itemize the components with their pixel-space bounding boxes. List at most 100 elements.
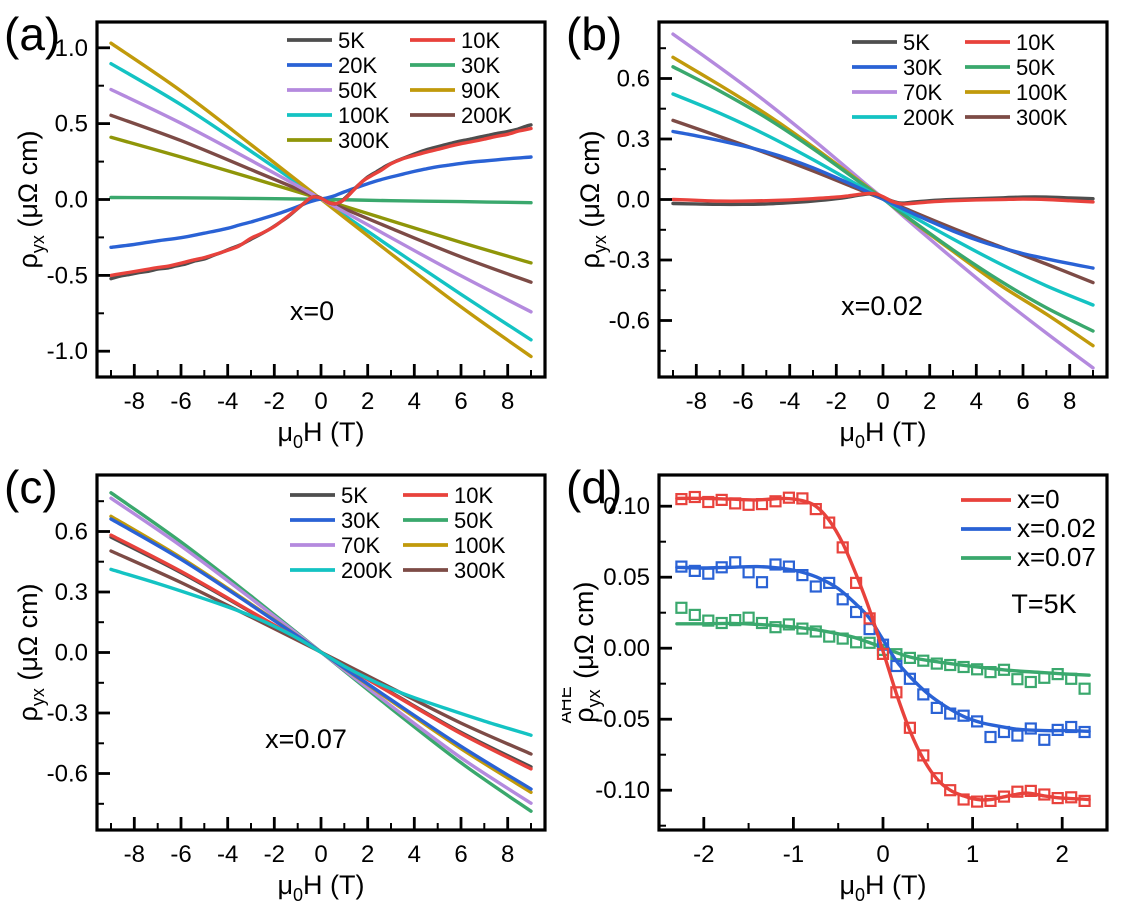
- legend-label: x=0: [1017, 484, 1060, 514]
- annotation-c: x=0.07: [265, 724, 347, 754]
- legend-label: 100K: [338, 103, 390, 128]
- panel-letter-c: (c): [4, 461, 58, 513]
- y-tick-label: -0.05: [595, 706, 650, 733]
- legend-label: 30K: [461, 53, 500, 78]
- legend-label: 200K: [903, 105, 955, 130]
- y-axis-label: ρyx (μΩ cm): [13, 583, 48, 721]
- x-tick-label: 4: [408, 841, 421, 868]
- plot-area: [675, 490, 1091, 808]
- legend-label: 50K: [1016, 55, 1055, 80]
- panel-c: -8 -6 -4 -2 0 2 4 6 8 -0.6 -0.3 0.0 0.3 0.6 μ0H (T) ρyx…: [0, 453, 561, 906]
- x-tick-label: -6: [732, 388, 753, 415]
- x-axis-label: μ0H (T): [277, 870, 364, 905]
- x-tick-label: 8: [1063, 388, 1076, 415]
- x-tick-label: 6: [454, 841, 467, 868]
- y-tick-label: -0.6: [47, 761, 88, 788]
- x-tick-label: -2: [264, 841, 285, 868]
- annotation-b: x=0.02: [841, 291, 923, 321]
- x-tick-label: -2: [826, 388, 847, 415]
- ticks: [659, 504, 1064, 830]
- x-tick-label: -4: [779, 388, 800, 415]
- y-tick-label: 0.10: [603, 493, 650, 520]
- y-tick-label: -0.3: [47, 700, 88, 727]
- x-tick-label: -8: [124, 388, 145, 415]
- y-tick-label: 0.6: [55, 519, 88, 546]
- x-tick-label: 4: [408, 388, 421, 415]
- legend: x=0x=0.02x=0.07: [961, 484, 1096, 572]
- ticks: [659, 47, 1094, 377]
- legend-label: 50K: [338, 78, 377, 103]
- y-axis-label: ρyxAHE (μΩ cm): [562, 582, 604, 724]
- y-axis-label: ρyx (μΩ cm): [13, 130, 48, 268]
- legend-label: 70K: [903, 80, 942, 105]
- series-line-10k: [671, 191, 1095, 206]
- legend-label: 20K: [338, 53, 377, 78]
- y-tick-label: 0.00: [603, 635, 650, 662]
- x-tick-label: 6: [1016, 388, 1029, 415]
- annotation-d: T=5K: [1011, 589, 1076, 619]
- y-tick-label: -1.0: [47, 338, 88, 365]
- x-axis-label: μ0H (T): [277, 417, 364, 452]
- x-tick-label: 8: [501, 841, 514, 868]
- series-line-200k: [109, 567, 533, 737]
- legend-label: 70K: [341, 533, 380, 558]
- legend-label: x=0.07: [1017, 542, 1096, 572]
- x-tick-label: -1: [783, 841, 804, 868]
- legend-label: 5K: [338, 28, 365, 53]
- legend-label: 10K: [454, 483, 493, 508]
- plot-area: [109, 491, 533, 813]
- legend: 5K 10K 20K 30K 50K 90K 100K 200K 300K: [287, 28, 513, 153]
- y-tick-label: 0.5: [55, 111, 88, 138]
- ticks: [97, 46, 532, 377]
- panel-letter-d: (d): [566, 461, 622, 513]
- x-axis-label: μ0H (T): [839, 870, 926, 905]
- annotation-a: x=0: [290, 296, 334, 326]
- y-tick-label: 0.3: [55, 579, 88, 606]
- legend-label: 300K: [1016, 105, 1068, 130]
- x-tick-label: 0: [876, 841, 889, 868]
- legend-label: 10K: [1016, 30, 1055, 55]
- x-tick-label: -8: [686, 388, 707, 415]
- plot-area: [671, 32, 1095, 370]
- y-tick-label: 0.0: [617, 187, 650, 214]
- legend-label: 5K: [341, 483, 368, 508]
- panel-b: -8 -6 -4 -2 0 2 4 6 8 -0.6 -0.3 0.0 0.3 0.6 μ0H (T) ρyx…: [562, 0, 1123, 453]
- y-tick-label: 0.0: [55, 640, 88, 667]
- y-tick-label: 0.6: [617, 66, 650, 93]
- x-tick-label: 0: [314, 841, 327, 868]
- x-tick-label: -6: [170, 841, 191, 868]
- x-tick-label: 2: [361, 388, 374, 415]
- series-line-x-0.02-fit: [675, 564, 1091, 733]
- chart-a: -8 -6 -4 -2 0 2 4 6 8 -1.0 -0.5 0.0 0.5 1.0 μ0H (T) ρyx…: [4, 8, 547, 452]
- series-line-30k: [671, 129, 1095, 270]
- x-tick-label: 2: [361, 841, 374, 868]
- legend-label: 200K: [461, 103, 513, 128]
- y-tick-label: 0.05: [603, 564, 650, 591]
- ticks: [97, 500, 532, 830]
- legend: 5K 10K 30K 50K 70K 100K 200K 300K: [290, 483, 506, 583]
- x-axis-label: μ0H (T): [839, 417, 926, 452]
- x-tick-label: 4: [970, 388, 983, 415]
- legend-label: 100K: [1016, 80, 1068, 105]
- x-tick-label: -4: [217, 841, 238, 868]
- chart-d: -2 -1 0 1 2 -0.10 -0.05 0.00 0.05 0.10 μ0H (T) ρyxA…: [562, 461, 1109, 905]
- x-tick-label: -2: [693, 841, 714, 868]
- panel-d: -2 -1 0 1 2 -0.10 -0.05 0.00 0.05 0.10 μ0H (T) ρyxA…: [562, 453, 1123, 906]
- legend-label: 300K: [338, 128, 390, 153]
- chart-b: -8 -6 -4 -2 0 2 4 6 8 -0.6 -0.3 0.0 0.3 0.6 μ0H (T) ρyx…: [566, 8, 1109, 452]
- series-line-x-0-fit: [675, 496, 1091, 802]
- x-tick-label: 6: [454, 388, 467, 415]
- legend-label: 10K: [461, 28, 500, 53]
- panel-a: -8 -6 -4 -2 0 2 4 6 8 -1.0 -0.5 0.0 0.5 1.0 μ0H (T) ρyx…: [0, 0, 561, 453]
- legend-label: 50K: [454, 508, 493, 533]
- y-tick-label: -0.5: [47, 262, 88, 289]
- legend-label: 300K: [454, 558, 506, 583]
- x-tick-label: 0: [314, 388, 327, 415]
- series-line-10k: [109, 126, 533, 278]
- x-tick-label: 2: [1056, 841, 1069, 868]
- y-tick-label: 0.0: [55, 187, 88, 214]
- panel-letter-a: (a): [4, 8, 60, 60]
- x-tick-label: -6: [170, 388, 191, 415]
- x-tick-label: 0: [876, 388, 889, 415]
